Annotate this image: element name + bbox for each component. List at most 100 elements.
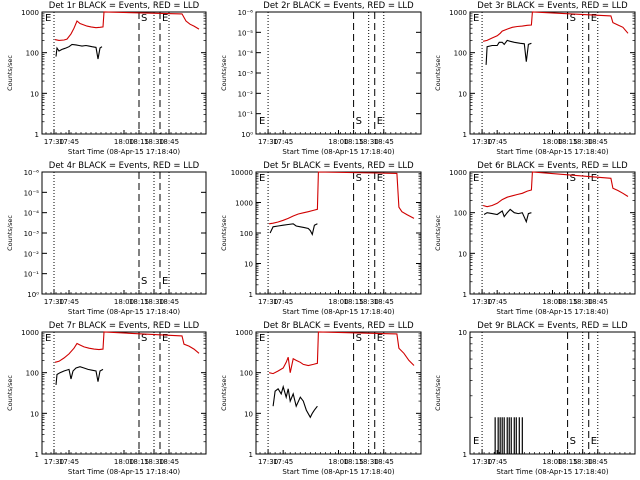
y-tick-label: 1 [35,131,39,139]
panel-title: Det 6r BLACK = Events, RED = LLD [477,161,628,171]
y-tick-label: 1000 [449,9,467,17]
panel-title: Det 9r BLACK = Events, RED = LLD [477,321,628,331]
y-tick-label: 100 [454,50,467,58]
x-axis-label: Start Time (08-Apr-15 17:18:40) [68,308,180,316]
y-axis-label: Counts/sec [6,55,14,91]
x-tick-label: 17:45 [273,138,293,146]
panel-det-9: Det 9r BLACK = Events, RED = LLD Counts/s… [434,321,636,476]
y-axis-label: Counts/sec [6,375,14,411]
y-tick-label: 10 [458,329,467,337]
x-tick-label: 17:45 [59,138,79,146]
y-tick-label: 10000 [231,169,253,177]
marker-label: S [356,116,362,127]
x-axis-label: Start Time (08-Apr-15 17:18:40) [282,308,394,316]
panel-title: Det 8r BLACK = Events, RED = LLD [263,321,414,331]
x-tick-label: 18:15 [129,458,149,466]
marker-label: E [377,116,383,127]
x-tick-label: 18:00 [114,298,134,306]
x-tick-label: 18:00 [328,458,348,466]
marker-label: E [162,13,168,24]
x-tick-label: 18:30 [573,298,593,306]
x-tick-label: 17:30 [472,298,492,306]
x-tick-label: 18:30 [144,458,164,466]
x-tick-label: 18:45 [588,458,608,466]
x-tick-label: 18:30 [144,138,164,146]
panel-title: Det 7r BLACK = Events, RED = LLD [49,321,200,331]
x-tick-label: 18:15 [557,458,577,466]
y-tick-label: 1000 [21,9,39,17]
y-tick-label: 10⁻⁶ [24,169,40,177]
marker-label: E [259,173,265,184]
marker-label: S [570,173,576,184]
panel-title: Det 1r BLACK = Events, RED = LLD [49,1,200,11]
plot-frame [255,171,422,295]
y-tick-label: 10⁻⁶ [238,9,254,17]
x-axis-label: Start Time (08-Apr-15 17:18:40) [282,148,394,156]
x-tick-label: 18:15 [343,458,363,466]
x-tick-label: 17:45 [487,138,507,146]
x-tick-label: 18:30 [573,458,593,466]
series-events-line [485,39,532,65]
x-tick-label: 17:30 [472,138,492,146]
panel-title: Det 3r BLACK = Events, RED = LLD [477,1,628,11]
x-axis-label: Start Time (08-Apr-15 17:18:40) [496,468,608,476]
plot-frame [469,11,636,135]
marker-label: E [591,436,597,447]
x-tick-label: 17:30 [44,298,64,306]
x-tick-label: 18:30 [359,138,379,146]
x-tick-label: 18:45 [159,298,179,306]
y-tick-label: 10⁻² [238,90,254,98]
x-tick-label: 17:45 [273,458,293,466]
series-lld-line [482,11,629,42]
y-tick-label: 10⁻¹ [24,271,40,279]
x-axis-label: Start Time (08-Apr-15 17:18:40) [496,308,608,316]
y-tick-label: 10⁻⁵ [24,189,40,197]
plot-frame [255,11,422,135]
marker-label: E [162,333,168,344]
y-tick-label: 10 [30,90,39,98]
y-tick-label: 1 [249,451,253,459]
y-tick-label: 100 [26,50,39,58]
marker-label: S [356,173,362,184]
y-axis-label: Counts/sec [220,55,228,91]
y-tick-label: 10⁻⁴ [238,50,254,58]
y-tick-label: 1 [463,451,467,459]
marker-label: E [591,13,597,24]
panel-title: Det 5r BLACK = Events, RED = LLD [263,161,414,171]
x-tick-label: 18:00 [114,138,134,146]
x-axis-label: Start Time (08-Apr-15 17:18:40) [68,148,180,156]
x-tick-label: 17:30 [472,458,492,466]
y-tick-label: 1000 [21,329,39,337]
marker-label: E [591,173,597,184]
panel-det-5: Det 5r BLACK = Events, RED = LLD Counts/s… [220,161,422,316]
x-axis-label: Start Time (08-Apr-15 17:18:40) [496,148,608,156]
marker-label: E [473,436,479,447]
marker-label: E [473,173,479,184]
y-axis-label: Counts/sec [6,215,14,251]
x-axis-label: Start Time (08-Apr-15 17:18:40) [282,468,394,476]
panel-det-6: Det 6r BLACK = Events, RED = LLD Counts/s… [434,161,636,316]
series-lld-line [269,171,415,225]
marker-label: E [377,173,383,184]
y-axis-label: Counts/sec [434,215,442,251]
panel-det-3: Det 3r BLACK = Events, RED = LLD Counts/s… [434,1,636,156]
y-tick-label: 1000 [449,169,467,177]
series-events-line [55,43,103,60]
x-tick-label: 18:45 [159,458,179,466]
panel-title: Det 2r BLACK = Events, RED = LLD [263,1,414,11]
y-tick-label: 10 [244,261,253,269]
marker-label: E [45,333,51,344]
x-tick-label: 17:30 [44,458,64,466]
x-tick-label: 18:00 [328,138,348,146]
y-tick-label: 10 [458,250,467,258]
series-lld-line [54,11,200,41]
y-tick-label: 10 [244,410,253,418]
y-tick-label: 10 [30,410,39,418]
panel-title: Det 4r BLACK = Events, RED = LLD [49,161,200,171]
y-tick-label: 10⁻² [24,250,40,258]
y-tick-label: 1000 [235,200,253,208]
marker-label: E [259,333,265,344]
series-events-line [483,208,532,224]
marker-label: E [473,13,479,24]
x-tick-label: 17:45 [487,298,507,306]
